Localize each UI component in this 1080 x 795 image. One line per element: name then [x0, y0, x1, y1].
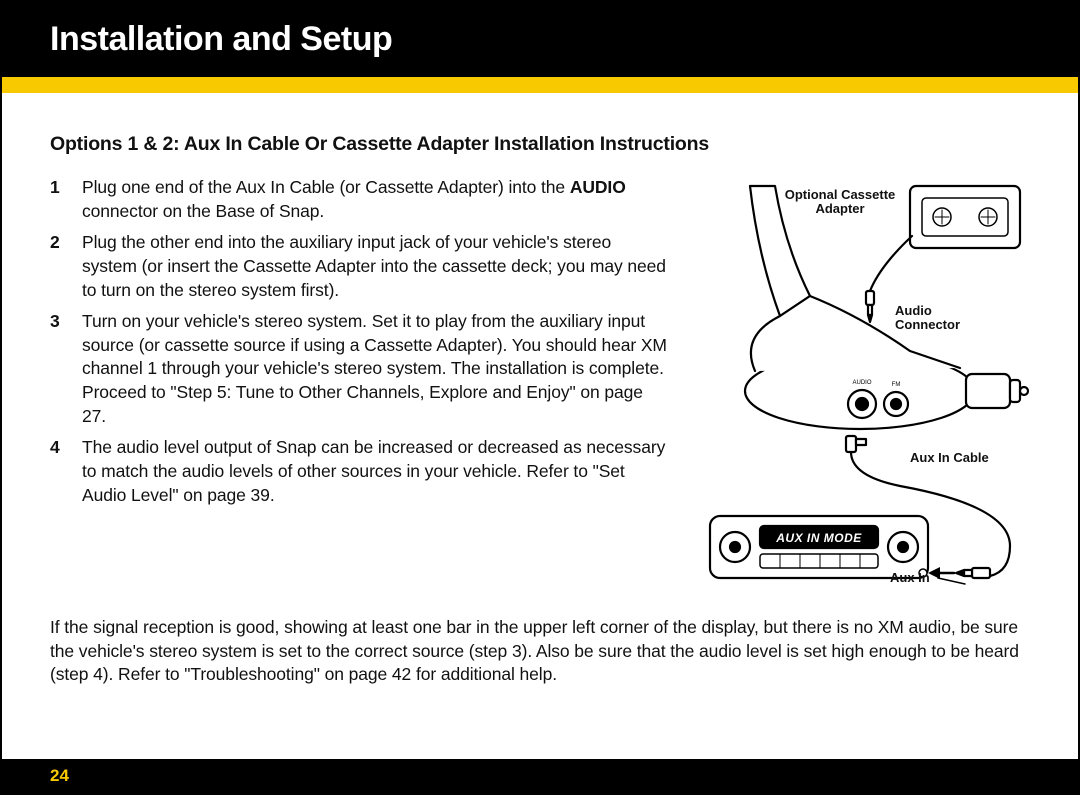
page-footer: 24 — [2, 759, 1078, 793]
content-area: Options 1 & 2: Aux In Cable Or Cassette … — [2, 93, 1078, 687]
step-text: Turn on your vehicle's stereo system. Se… — [82, 311, 667, 426]
step-number: 1 — [50, 176, 60, 200]
step-text: The audio level output of Snap can be in… — [82, 437, 665, 504]
port-label-audio: AUDIO — [852, 380, 871, 386]
step-item: 1Plug one end of the Aux In Cable (or Ca… — [82, 176, 670, 223]
step-text: Plug the other end into the auxiliary in… — [82, 232, 666, 299]
step-number: 3 — [50, 310, 60, 334]
port-label-fm: FM — [892, 382, 901, 388]
header-accent-bar — [2, 77, 1078, 93]
section-subheading: Options 1 & 2: Aux In Cable Or Cassette … — [50, 133, 1030, 156]
step-item: 2Plug the other end into the auxiliary i… — [82, 231, 670, 302]
installation-diagram: AUDIO FM — [680, 176, 1030, 606]
label-aux-in: Aux In — [890, 571, 930, 585]
diagram-column: Optional CassetteAdapter AudioConnector … — [680, 176, 1030, 606]
step-item: 4The audio level output of Snap can be i… — [82, 436, 670, 507]
page-header-title: Installation and Setup — [2, 2, 1078, 77]
label-aux-in-cable: Aux In Cable — [910, 451, 989, 465]
step-item: 3Turn on your vehicle's stereo system. S… — [82, 310, 670, 428]
page-number: 24 — [50, 766, 69, 785]
label-cassette-adapter: Optional CassetteAdapter — [770, 188, 910, 217]
step-list: 1 Plug one end of the Aux In Cable (or Ca… — [50, 176, 670, 507]
stereo-display-text: AUX IN MODE — [775, 531, 862, 545]
step-number: 2 — [50, 231, 60, 255]
troubleshooting-note: If the signal reception is good, showing… — [50, 616, 1030, 687]
label-audio-connector: AudioConnector — [895, 304, 960, 333]
step-number: 4 — [50, 436, 60, 460]
step-text: Plug one end of the Aux In Cable (or Cas… — [82, 177, 626, 221]
instructions-column: 1 Plug one end of the Aux In Cable (or Ca… — [50, 176, 670, 606]
